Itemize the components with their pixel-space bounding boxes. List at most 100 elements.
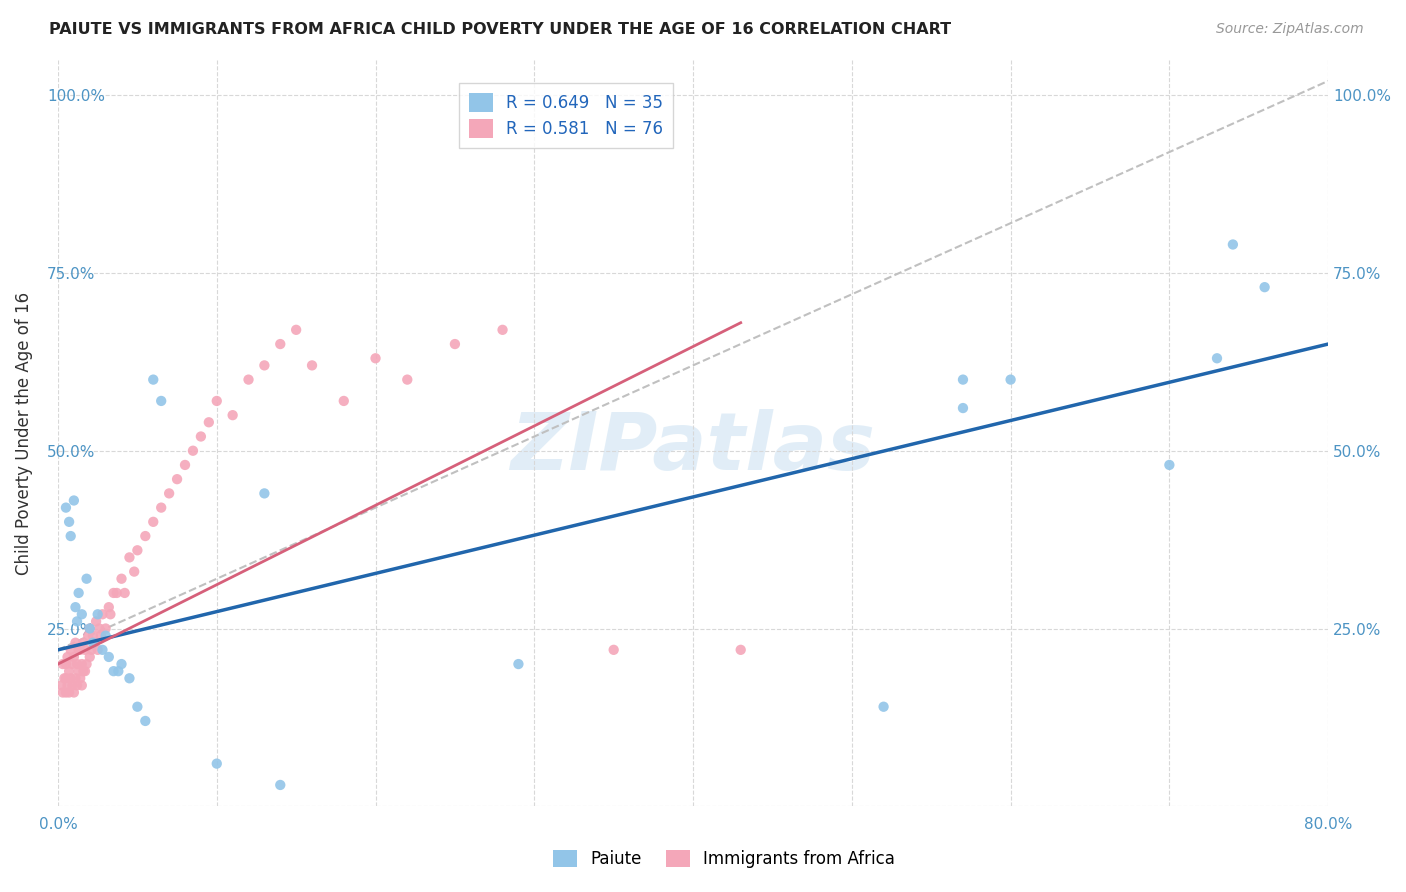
Point (118, 671, 141, 685)
Point (76, 657, 98, 671)
Point (872, 699, 894, 714)
Point (83, 636, 105, 650)
Point (150, 500, 173, 515)
Point (134, 529, 156, 543)
Point (157, 486, 180, 500)
Point (65, 671, 87, 685)
Point (181, 443, 204, 458)
Point (79, 622, 101, 636)
Point (508, 657, 530, 671)
Point (58, 664, 80, 678)
Point (238, 373, 260, 387)
Point (122, 565, 145, 579)
Point (89, 622, 111, 636)
Point (52, 685, 75, 699)
Point (103, 664, 125, 678)
Point (105, 586, 128, 600)
Point (60, 678, 83, 692)
Point (1206, 351, 1229, 366)
Point (67, 664, 90, 678)
Point (55, 500, 77, 515)
Point (66, 657, 89, 671)
Point (66, 615, 89, 629)
Point (97, 649, 120, 664)
Point (205, 393, 228, 408)
Point (59, 529, 82, 543)
Point (1000, 373, 1022, 387)
Point (90, 629, 112, 643)
Point (110, 572, 132, 586)
Point (65, 600, 87, 615)
Point (253, 359, 276, 373)
Point (174, 458, 197, 472)
Point (190, 429, 212, 443)
Point (134, 714, 156, 728)
Point (253, 486, 276, 500)
Point (730, 643, 752, 657)
Point (110, 657, 132, 671)
Point (100, 607, 122, 622)
Point (72, 636, 94, 650)
Point (198, 415, 221, 429)
Point (301, 359, 323, 373)
Text: ZIPatlas: ZIPatlas (510, 409, 876, 487)
Point (58, 685, 80, 699)
Point (86, 607, 108, 622)
Point (221, 408, 243, 422)
Point (51, 678, 73, 692)
Point (77, 629, 100, 643)
Point (79, 649, 101, 664)
Point (56, 649, 79, 664)
Point (63, 493, 86, 508)
Point (114, 586, 136, 600)
Point (59, 643, 82, 657)
Legend: R = 0.649   N = 35, R = 0.581   N = 76: R = 0.649 N = 35, R = 0.581 N = 76 (460, 83, 673, 148)
Point (52, 657, 75, 671)
Point (82, 636, 104, 650)
Point (65, 636, 87, 650)
Point (269, 778, 291, 792)
Point (142, 373, 165, 387)
Point (1253, 280, 1275, 294)
Point (269, 337, 291, 351)
Point (70, 607, 93, 622)
Point (952, 373, 974, 387)
Point (73, 664, 96, 678)
Point (58, 515, 80, 529)
Point (491, 323, 513, 337)
Text: PAIUTE VS IMMIGRANTS FROM AFRICA CHILD POVERTY UNDER THE AGE OF 16 CORRELATION C: PAIUTE VS IMMIGRANTS FROM AFRICA CHILD P… (49, 22, 952, 37)
Point (444, 337, 467, 351)
Point (55, 685, 77, 699)
Point (72, 664, 94, 678)
Point (55, 657, 77, 671)
Point (53, 671, 76, 685)
Point (82, 629, 104, 643)
Point (1159, 458, 1181, 472)
Point (103, 586, 125, 600)
Point (73, 643, 96, 657)
Point (84, 615, 107, 629)
Point (91, 643, 114, 657)
Point (205, 756, 228, 771)
Point (63, 685, 86, 699)
Point (97, 600, 120, 615)
Point (396, 373, 419, 387)
Point (91, 607, 114, 622)
Point (1222, 237, 1244, 252)
Point (70, 678, 93, 692)
Point (63, 649, 86, 664)
Point (69, 671, 91, 685)
Point (166, 472, 188, 486)
Point (150, 393, 173, 408)
Point (80, 643, 103, 657)
Text: Source: ZipAtlas.com: Source: ZipAtlas.com (1216, 22, 1364, 37)
Point (67, 586, 90, 600)
Point (70, 657, 93, 671)
Point (94, 622, 117, 636)
Point (86, 643, 108, 657)
Point (60, 657, 83, 671)
Point (67, 643, 90, 657)
Point (364, 351, 387, 366)
Point (55, 671, 77, 685)
Point (952, 401, 974, 415)
